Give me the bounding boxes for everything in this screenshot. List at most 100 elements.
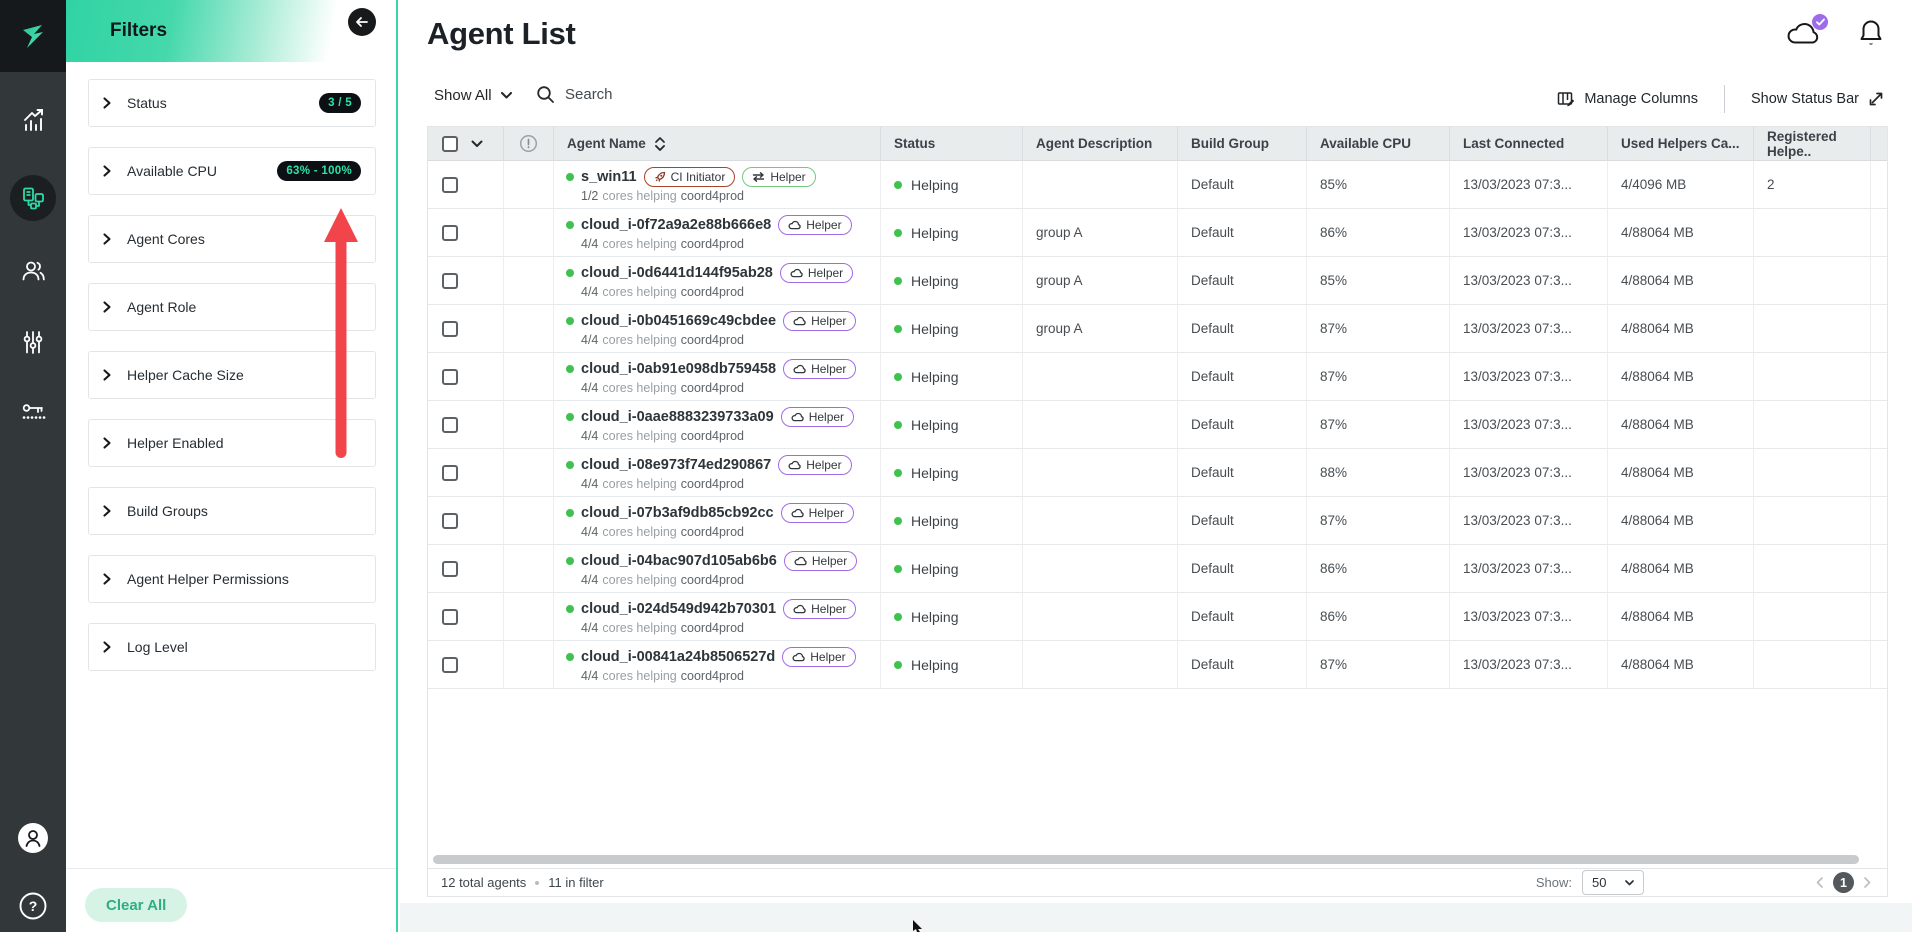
- filter-card[interactable]: Agent Helper Permissions: [88, 555, 376, 603]
- agent-counts: 12 total agents 11 in filter: [428, 875, 604, 890]
- page-size-select[interactable]: 50: [1582, 870, 1644, 895]
- cloud-icon: [791, 508, 804, 517]
- chevron-right-icon[interactable]: [103, 437, 111, 449]
- header-registered-helpers: Registered Helpe..: [1753, 127, 1870, 160]
- agent-name[interactable]: cloud_i-08e973f74ed290867: [581, 456, 772, 473]
- row-checkbox[interactable]: [442, 464, 458, 481]
- horizontal-scrollbar[interactable]: [433, 855, 1859, 864]
- agent-name[interactable]: cloud_i-024d549d942b70301: [581, 600, 777, 617]
- filter-card[interactable]: Available CPU 63% - 100%: [88, 147, 376, 195]
- table-row[interactable]: cloud_i-0aae8883239733a09 Helper 4/4 cor…: [428, 401, 1887, 449]
- expand-all-chevron-icon[interactable]: [471, 140, 483, 148]
- agent-name[interactable]: cloud_i-0f72a9a2e88b666e8: [581, 216, 772, 233]
- row-checkbox[interactable]: [442, 176, 458, 193]
- build-group-cell: Default: [1177, 353, 1306, 400]
- chevron-right-icon[interactable]: [103, 165, 111, 177]
- table-row[interactable]: cloud_i-024d549d942b70301 Helper 4/4 cor…: [428, 593, 1887, 641]
- collapse-filters-button[interactable]: [348, 8, 376, 36]
- agent-name[interactable]: cloud_i-0d6441d144f95ab28: [581, 264, 773, 281]
- chevron-right-icon[interactable]: [103, 233, 111, 245]
- table-row[interactable]: cloud_i-0b0451669c49cbdee Helper 4/4 cor…: [428, 305, 1887, 353]
- table-row[interactable]: cloud_i-0d6441d144f95ab28 Helper 4/4 cor…: [428, 257, 1887, 305]
- chevron-right-icon[interactable]: [103, 301, 111, 313]
- current-page[interactable]: 1: [1833, 872, 1854, 893]
- row-checkbox[interactable]: [442, 320, 458, 337]
- table-row[interactable]: cloud_i-07b3af9db85cb92cc Helper 4/4 cor…: [428, 497, 1887, 545]
- table-body: s_win11 CI Initiator Helper: [428, 161, 1887, 689]
- row-name-cell: cloud_i-0f72a9a2e88b666e8 Helper 4/4 cor…: [553, 209, 880, 256]
- cloud-status-button[interactable]: [1784, 14, 1828, 48]
- next-page-button[interactable]: [1864, 877, 1871, 888]
- filter-card[interactable]: Helper Cache Size: [88, 351, 376, 399]
- row-checkbox[interactable]: [442, 560, 458, 577]
- last-connected-cell: 13/03/2023 07:3...: [1449, 353, 1607, 400]
- clear-all-button[interactable]: Clear All: [85, 888, 188, 922]
- manage-columns-icon: [1558, 91, 1575, 106]
- sort-icon[interactable]: [654, 136, 665, 151]
- agent-name[interactable]: cloud_i-0aae8883239733a09: [581, 408, 774, 425]
- toolbar-separator: [1724, 85, 1725, 113]
- status-cell: Helping: [880, 305, 1022, 352]
- row-checkbox[interactable]: [442, 368, 458, 385]
- header-select-cell: [428, 127, 503, 160]
- nav-license[interactable]: [0, 385, 66, 441]
- status-cell: Helping: [880, 401, 1022, 448]
- row-checkbox[interactable]: [442, 608, 458, 625]
- chevron-right-icon[interactable]: [103, 505, 111, 517]
- prev-page-button[interactable]: [1816, 877, 1823, 888]
- bell-icon: [1860, 20, 1882, 45]
- table-row[interactable]: cloud_i-08e973f74ed290867 Helper 4/4 cor…: [428, 449, 1887, 497]
- table-row[interactable]: cloud_i-00841a24b8506527d Helper 4/4 cor…: [428, 641, 1887, 689]
- helper-badge: Helper: [780, 406, 855, 427]
- show-status-bar-button[interactable]: Show Status Bar: [1751, 91, 1884, 107]
- row-checkbox[interactable]: [442, 512, 458, 529]
- row-checkbox[interactable]: [442, 656, 458, 673]
- helper-badge: Helper: [783, 358, 857, 379]
- filter-card[interactable]: Helper Enabled: [88, 419, 376, 467]
- status-label: Helping: [911, 656, 959, 673]
- filter-card[interactable]: Log Level: [88, 623, 376, 671]
- row-name-cell: cloud_i-0aae8883239733a09 Helper 4/4 cor…: [553, 401, 880, 448]
- table-row[interactable]: cloud_i-04bac907d105ab6b6 Helper 4/4 cor…: [428, 545, 1887, 593]
- agent-online-dot: [566, 508, 574, 517]
- avatar-icon: [18, 823, 48, 853]
- agent-name[interactable]: cloud_i-00841a24b8506527d: [581, 648, 776, 665]
- filter-card[interactable]: Status 3 / 5: [88, 79, 376, 127]
- table-row[interactable]: cloud_i-0f72a9a2e88b666e8 Helper 4/4 cor…: [428, 209, 1887, 257]
- chevron-right-icon[interactable]: [103, 97, 111, 109]
- table-row[interactable]: cloud_i-0ab91e098db759458 Helper 4/4 cor…: [428, 353, 1887, 401]
- filter-card[interactable]: Agent Role: [88, 283, 376, 331]
- chevron-right-icon[interactable]: [103, 641, 111, 653]
- manage-columns-button[interactable]: Manage Columns: [1557, 91, 1698, 108]
- row-alert-cell: [503, 497, 553, 544]
- select-all-checkbox[interactable]: [442, 135, 458, 152]
- chevron-right-icon[interactable]: [103, 369, 111, 381]
- chevron-right-icon[interactable]: [103, 573, 111, 585]
- search-input[interactable]: Search: [536, 85, 613, 104]
- app-logo[interactable]: [0, 0, 66, 72]
- show-all-dropdown[interactable]: Show All: [434, 87, 512, 104]
- description-cell: [1022, 161, 1177, 208]
- agent-name[interactable]: cloud_i-04bac907d105ab6b6: [581, 552, 777, 569]
- check-icon: [1815, 18, 1825, 26]
- filter-card[interactable]: Build Groups: [88, 487, 376, 535]
- row-checkbox[interactable]: [442, 224, 458, 241]
- agent-name[interactable]: cloud_i-0b0451669c49cbdee: [581, 312, 777, 329]
- agent-name[interactable]: cloud_i-0ab91e098db759458: [581, 360, 777, 377]
- nav-agents[interactable]: [0, 170, 66, 226]
- help-icon: ?: [19, 892, 47, 920]
- status-cell: Helping: [880, 497, 1022, 544]
- row-checkbox[interactable]: [442, 272, 458, 289]
- header-agent-name[interactable]: Agent Name: [553, 127, 880, 160]
- nav-settings[interactable]: [0, 314, 66, 370]
- row-checkbox[interactable]: [442, 416, 458, 433]
- agent-name[interactable]: s_win11: [581, 168, 637, 185]
- table-row[interactable]: s_win11 CI Initiator Helper: [428, 161, 1887, 209]
- filter-label: Available CPU: [127, 163, 218, 179]
- nav-dashboard[interactable]: [0, 92, 66, 148]
- user-avatar-button[interactable]: [0, 810, 66, 866]
- help-button[interactable]: ?: [0, 878, 66, 932]
- notifications-button[interactable]: [1858, 18, 1884, 48]
- agent-name[interactable]: cloud_i-07b3af9db85cb92cc: [581, 504, 774, 521]
- nav-users[interactable]: [0, 242, 66, 298]
